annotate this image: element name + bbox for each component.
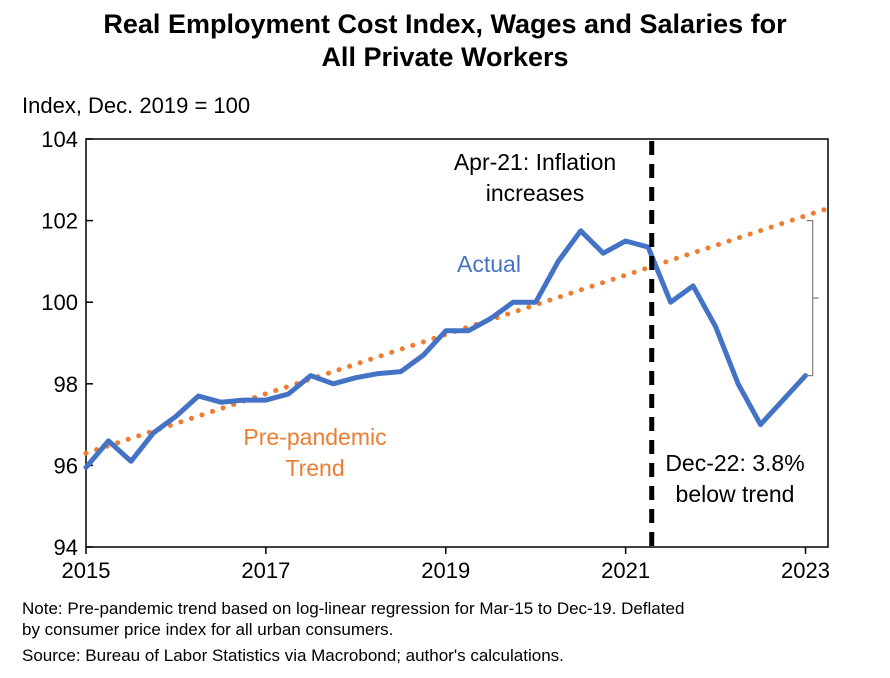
chart-title: Real Employment Cost Index, Wages and Sa… [0,8,890,74]
inflation-annotation-bg [433,147,640,209]
chart-title-line-1: Real Employment Cost Index, Wages and Sa… [103,9,787,39]
chart-marks [83,141,831,547]
y-tick-label: 96 [54,453,78,478]
trend-annotation-line: Pre-pandemic [243,424,386,450]
y-axis-ticks: 94 96 98 100 102 104 [41,127,93,560]
actual-series-line [83,228,808,470]
chart-annotations: Actual Pre-pandemic Trend Apr-21: Inflation… [243,147,815,512]
inflation-annotation-line: increases [486,180,584,206]
x-axis-ticks: 2015 2017 2019 2021 2023 [62,547,830,583]
inflation-annotation-line: Apr-21: Inflation [454,149,616,175]
y-tick-label: 102 [41,209,78,234]
x-tick-label: 2023 [781,558,830,583]
line-chart: Index, Dec. 2019 = 100 94 96 98 100 102 104 2… [22,93,831,583]
x-tick-label: 2015 [62,558,111,583]
y-tick-label: 98 [54,372,78,397]
gap-annotation-line: Dec-22: 3.8% [665,450,804,476]
x-tick-label: 2017 [241,558,290,583]
gap-annotation-bg [655,448,815,512]
y-tick-label: 104 [41,127,78,152]
x-tick-label: 2019 [421,558,470,583]
trend-annotation-line: Trend [285,455,344,481]
note-line-2: by consumer price index for all urban co… [22,620,394,639]
note-line-1: Note: Pre-pandemic trend based on log-li… [22,599,685,618]
gap-annotation-line: below trend [676,481,795,507]
y-tick-label: 94 [54,535,78,560]
chart-title-line-2: All Private Workers [321,42,569,72]
source-line: Source: Bureau of Labor Statistics via M… [22,646,564,665]
plot-area-frame [85,138,829,548]
actual-annotation: Actual [457,251,521,277]
gap-bracket [806,220,819,377]
x-tick-label: 2021 [601,558,650,583]
y-axis-label: Index, Dec. 2019 = 100 [22,93,250,118]
y-tick-label: 100 [41,290,78,315]
